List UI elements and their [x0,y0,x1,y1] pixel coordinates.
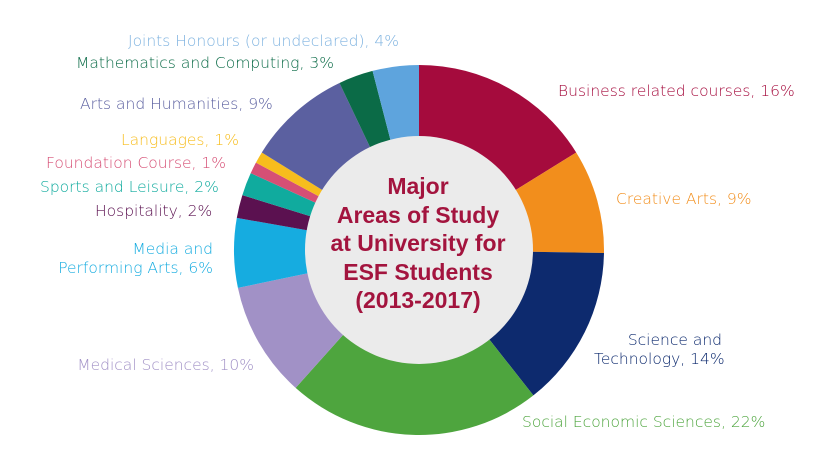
chart-title: Major Areas of Study at University for E… [305,172,531,315]
chart-title-line: at University for [330,230,506,256]
slice-label-sports: Sports and Leisure, 2% [40,178,219,196]
slice-label-social-economic: Social Economic Sciences, 22% [522,413,766,431]
chart-title-line: Areas of Study [336,201,500,228]
slice-label-languages: Languages, 1% [121,131,239,149]
slice-label-business: Business related courses, 16% [558,82,795,100]
slice-label-arts-humanities: Arts and Humanities, 9% [80,95,273,113]
slice-label-medical: Medical Sciences, 10% [77,356,254,374]
chart-title-line: (2013-2017) [355,287,481,313]
chart-title-line: ESF Students [343,258,493,285]
slice-label-creative-arts: Creative Arts, 9% [616,190,752,208]
slice-label-media: Media and Performing Arts, 6% [58,240,213,277]
slice-label-mathematics: Mathematics and Computing, 3% [76,54,334,72]
slice-label-hospitality: Hospitality, 2% [95,202,213,220]
slice-label-science: Science and Technology, 14% [594,331,725,368]
slice-label-joints-honours: Joints Honours (or undeclared), 4% [128,32,399,50]
donut-center [305,136,533,364]
slice-label-foundation: Foundation Course, 1% [46,154,227,172]
chart-title-line: Major [387,173,449,199]
